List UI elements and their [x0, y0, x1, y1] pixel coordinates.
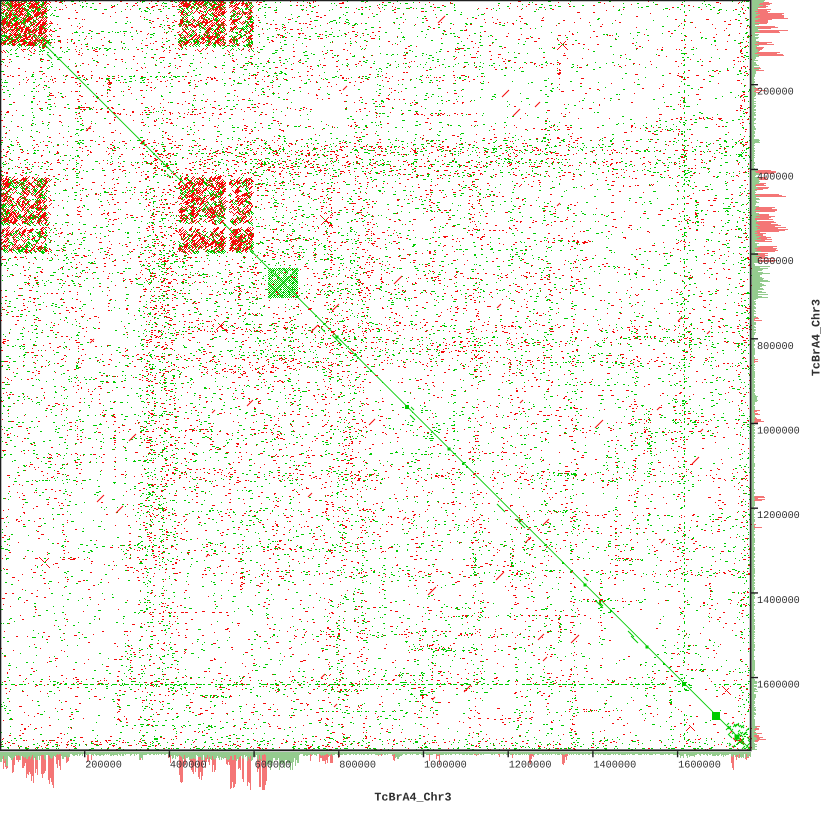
svg-text:400000: 400000 [757, 172, 794, 183]
svg-text:1400000: 1400000 [757, 596, 800, 607]
svg-text:1600000: 1600000 [678, 761, 721, 772]
svg-text:1200000: 1200000 [509, 761, 552, 772]
svg-text:1000000: 1000000 [424, 761, 467, 772]
svg-text:1600000: 1600000 [757, 681, 800, 692]
svg-text:800000: 800000 [339, 761, 376, 772]
svg-text:TcBrA4_Chr3: TcBrA4_Chr3 [374, 791, 451, 805]
svg-text:800000: 800000 [757, 342, 794, 353]
svg-text:600000: 600000 [255, 761, 292, 772]
svg-text:600000: 600000 [757, 257, 794, 268]
svg-text:1400000: 1400000 [593, 761, 636, 772]
svg-text:400000: 400000 [170, 761, 207, 772]
svg-text:200000: 200000 [85, 761, 122, 772]
svg-text:200000: 200000 [757, 88, 794, 99]
svg-text:1000000: 1000000 [757, 427, 800, 438]
svg-text:TcBrA4_Chr3: TcBrA4_Chr3 [810, 299, 824, 376]
svg-text:1200000: 1200000 [757, 511, 800, 522]
